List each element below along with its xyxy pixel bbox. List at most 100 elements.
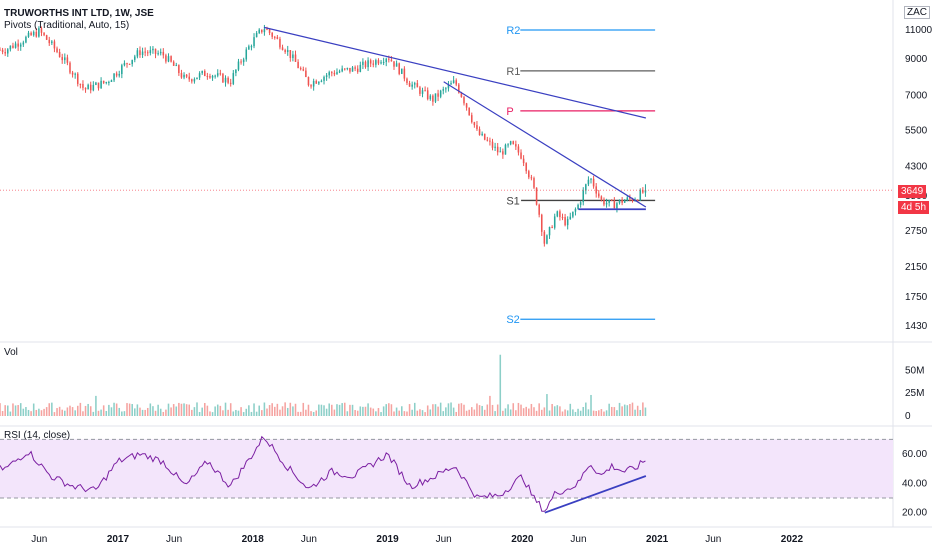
candle-body — [45, 35, 48, 40]
candle-body — [463, 97, 465, 104]
volume-bar — [442, 411, 445, 416]
volume-bar — [634, 409, 636, 416]
candle-body — [115, 73, 118, 76]
volume-bar — [74, 410, 76, 416]
rsi-legend[interactable]: RSI (14, close) — [4, 430, 70, 441]
volume-bar — [61, 409, 63, 416]
volume-bar — [152, 406, 154, 416]
rsi-tick-label: 40.00 — [902, 478, 927, 489]
volume-bar — [82, 411, 84, 416]
volume-bar — [178, 402, 180, 416]
volume-bar — [577, 408, 579, 416]
symbol-legend[interactable]: TRUWORTHS INT LTD, 1W, JSE — [4, 8, 154, 19]
candle-body — [336, 72, 338, 75]
volume-bar — [504, 408, 507, 416]
volume-tick-label: 0 — [905, 411, 911, 422]
volume-bar — [76, 405, 79, 416]
candle-body — [559, 211, 561, 218]
volume-bar — [375, 411, 377, 416]
volume-bar — [525, 406, 527, 416]
volume-bar — [102, 405, 105, 416]
candle-body — [196, 77, 198, 80]
volume-bar — [419, 409, 421, 416]
candle-body — [331, 72, 333, 74]
candle-body — [178, 65, 180, 74]
candle-body — [95, 82, 97, 85]
candle-body — [219, 73, 222, 75]
pivot-label-s2: S2 — [506, 314, 519, 326]
candle-body — [211, 75, 214, 78]
candle-body — [470, 115, 473, 123]
volume-bar — [193, 407, 196, 416]
volume-bar — [188, 404, 191, 416]
volume-bar — [476, 403, 478, 416]
volume-bar — [159, 408, 162, 416]
pivots-legend[interactable]: Pivots (Traditional, Auto, 15) — [4, 20, 129, 31]
volume-bar — [237, 410, 240, 416]
volume-bar — [473, 409, 476, 416]
candle-body — [398, 63, 400, 74]
candle-body — [603, 199, 605, 205]
candle-body — [349, 67, 351, 72]
candle-body — [209, 76, 211, 78]
volume-bar — [359, 406, 362, 416]
volume-bar — [310, 411, 312, 416]
candle-body — [585, 184, 587, 191]
candle-body — [136, 50, 139, 57]
price-tick-label: 5500 — [905, 126, 928, 137]
candle-body — [198, 73, 201, 78]
volume-bar — [141, 409, 144, 416]
volume-bar — [180, 403, 183, 416]
candle-body — [380, 62, 382, 64]
volume-bar — [587, 409, 590, 416]
volume-bar — [229, 403, 232, 416]
price-tick-label: 2150 — [905, 262, 928, 273]
volume-bar — [0, 403, 1, 416]
volume-bar — [48, 403, 51, 416]
candle-body — [437, 93, 439, 97]
volume-bar — [642, 402, 644, 416]
currency-button[interactable]: ZAC — [904, 6, 930, 19]
volume-bar — [113, 402, 115, 416]
volume-bar — [338, 404, 341, 416]
volume-bar — [255, 411, 258, 416]
candle-body — [276, 37, 279, 39]
candle-body — [126, 63, 128, 65]
candle-body — [180, 73, 183, 78]
candle-body — [25, 36, 27, 43]
x-tick-label: Jun — [570, 534, 586, 545]
candle-body — [224, 77, 227, 83]
candle-body — [424, 90, 426, 92]
candle-body — [261, 29, 263, 33]
candle-body — [561, 217, 564, 219]
volume-bar — [6, 405, 9, 416]
volume-bar — [401, 406, 403, 416]
volume-bar — [222, 410, 224, 416]
volume-legend[interactable]: Vol — [4, 347, 18, 358]
volume-bar — [198, 412, 201, 416]
candle-body — [343, 68, 346, 70]
candle-body — [556, 211, 559, 217]
volume-bar — [100, 409, 102, 416]
grid-layer — [0, 0, 932, 528]
candle-body — [299, 68, 302, 70]
candle-body — [232, 73, 235, 84]
candle-body — [258, 29, 260, 33]
candle-body — [354, 67, 356, 69]
volume-bar — [297, 411, 299, 416]
volume-bar — [227, 409, 229, 416]
candle-body — [566, 219, 569, 226]
candle-body — [66, 57, 69, 63]
candle-body — [460, 92, 463, 98]
volume-bar — [356, 410, 359, 416]
volume-bar — [19, 403, 22, 416]
volume-bar — [196, 402, 198, 416]
volume-bar — [149, 403, 152, 416]
candle-body — [146, 52, 149, 54]
x-tick-label: 2017 — [107, 534, 130, 545]
candle-body — [393, 61, 395, 67]
volume-bar — [266, 408, 268, 416]
candle-body — [499, 151, 502, 153]
volume-bar — [528, 408, 530, 416]
volume-bar — [333, 409, 336, 416]
